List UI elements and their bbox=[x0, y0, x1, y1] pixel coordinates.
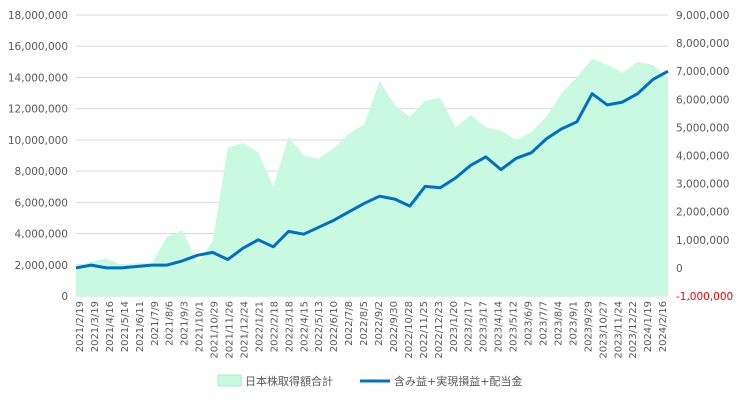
left-tick-label: 8,000,000 bbox=[15, 166, 68, 178]
right-tick-label: 5,000,000 bbox=[676, 122, 729, 134]
x-tick-label: 2022/5/13 bbox=[314, 301, 325, 352]
left-tick-label: 12,000,000 bbox=[8, 104, 68, 116]
left-tick-label: 16,000,000 bbox=[8, 41, 68, 53]
right-axis-tick-labels: -1,000,000 0 1,000,000 2,000,000 3,000,000 4,… bbox=[676, 10, 733, 303]
x-tick-label: 2022/9/30 bbox=[389, 301, 400, 352]
x-tick-label: 2023/9/1 bbox=[568, 301, 579, 346]
left-tick-label: 14,000,000 bbox=[8, 72, 68, 84]
legend-label-area: 日本株取得額合計 bbox=[245, 374, 333, 388]
x-tick-label: 2021/10/29 bbox=[210, 301, 221, 359]
x-tick-label: 2021/8/6 bbox=[165, 301, 176, 346]
x-tick-label: 2021/9/3 bbox=[180, 301, 191, 346]
x-tick-label: 2021/2/19 bbox=[75, 301, 86, 352]
x-tick-label: 2022/8/5 bbox=[359, 301, 370, 346]
left-tick-label: 18,000,000 bbox=[8, 10, 68, 22]
x-tick-label: 2024/1/19 bbox=[643, 301, 654, 352]
left-tick-label: 10,000,000 bbox=[8, 135, 68, 147]
x-tick-label: 2021/7/9 bbox=[150, 301, 161, 346]
right-tick-label: 2,000,000 bbox=[676, 207, 729, 219]
x-axis-tick-labels: 2021/2/19 2021/3/19 2021/4/16 2021/5/14 2021… bbox=[75, 301, 669, 359]
left-tick-label: 6,000,000 bbox=[15, 197, 68, 209]
area-series-japan-stock-cost bbox=[76, 58, 668, 297]
left-axis-tick-labels: 0 2,000,000 4,000,000 6,000,000 8,000,000 10,… bbox=[8, 10, 68, 303]
left-tick-label: 4,000,000 bbox=[15, 229, 68, 241]
right-tick-label: 4,000,000 bbox=[676, 151, 729, 163]
right-tick-label: 6,000,000 bbox=[676, 94, 729, 106]
x-tick-label: 2022/9/2 bbox=[374, 301, 385, 346]
x-tick-label: 2021/3/19 bbox=[90, 301, 101, 352]
x-tick-label: 2021/12/24 bbox=[239, 301, 250, 359]
x-tick-label: 2023/12/22 bbox=[628, 301, 639, 359]
x-tick-label: 2021/10/1 bbox=[195, 301, 206, 352]
x-tick-label: 2022/3/18 bbox=[284, 301, 295, 352]
x-tick-label: 2023/1/20 bbox=[449, 301, 460, 352]
x-tick-label: 2023/10/27 bbox=[598, 301, 609, 359]
x-tick-label: 2021/6/11 bbox=[135, 301, 146, 352]
left-tick-label: 0 bbox=[61, 291, 68, 303]
x-tick-label: 2021/11/26 bbox=[225, 301, 236, 359]
x-tick-label: 2022/6/10 bbox=[329, 301, 340, 352]
x-tick-label: 2021/4/16 bbox=[105, 301, 116, 352]
x-tick-label: 2022/2/18 bbox=[269, 301, 280, 352]
legend: 日本株取得額合計 含み益+実現損益+配当金 bbox=[217, 374, 522, 388]
x-tick-label: 2022/12/23 bbox=[434, 301, 445, 359]
x-tick-label: 2023/11/24 bbox=[613, 301, 624, 359]
left-tick-label: 2,000,000 bbox=[15, 260, 68, 272]
x-tick-label: 2022/10/28 bbox=[404, 301, 415, 359]
x-tick-label: 2022/11/25 bbox=[419, 301, 430, 359]
right-tick-label: 8,000,000 bbox=[676, 38, 729, 50]
right-tick-label: 7,000,000 bbox=[676, 66, 729, 78]
right-tick-label: 3,000,000 bbox=[676, 179, 729, 191]
x-tick-label: 2023/3/17 bbox=[479, 301, 490, 352]
right-tick-label: -1,000,000 bbox=[676, 291, 733, 303]
line-series-total-profit bbox=[75, 69, 669, 270]
x-tick-label: 2022/1/21 bbox=[254, 301, 265, 352]
x-tick-label: 2023/2/17 bbox=[464, 301, 475, 352]
legend-swatch-area bbox=[217, 374, 242, 387]
right-tick-label: 1,000,000 bbox=[676, 235, 729, 247]
x-tick-label: 2023/6/9 bbox=[524, 301, 535, 346]
x-tick-label: 2022/7/8 bbox=[344, 301, 355, 346]
x-tick-label: 2023/9/29 bbox=[583, 301, 594, 352]
x-tick-label: 2021/5/14 bbox=[120, 301, 131, 352]
x-tick-label: 2023/4/14 bbox=[494, 301, 505, 352]
x-tick-label: 2023/5/12 bbox=[509, 301, 520, 352]
right-tick-label: 9,000,000 bbox=[676, 10, 729, 22]
x-tick-label: 2024/2/16 bbox=[658, 301, 669, 352]
right-tick-label: 0 bbox=[676, 263, 683, 275]
x-tick-label: 2022/4/15 bbox=[299, 301, 310, 352]
legend-label-line: 含み益+実現損益+配当金 bbox=[394, 374, 522, 388]
x-tick-label: 2023/8/4 bbox=[553, 301, 564, 346]
x-tick-label: 2023/7/7 bbox=[539, 301, 550, 346]
